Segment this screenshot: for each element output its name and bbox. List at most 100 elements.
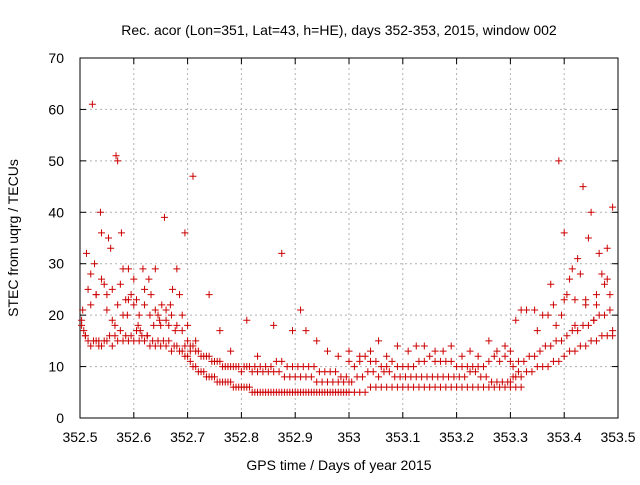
data-point bbox=[348, 378, 356, 386]
data-point bbox=[186, 357, 194, 365]
data-point bbox=[528, 368, 536, 376]
data-point bbox=[114, 157, 122, 165]
data-point bbox=[267, 363, 275, 371]
data-point bbox=[167, 311, 175, 319]
data-point bbox=[560, 352, 568, 360]
data-point bbox=[447, 357, 455, 365]
data-point bbox=[297, 306, 305, 314]
y-tick-label: 20 bbox=[48, 307, 64, 323]
data-point bbox=[367, 347, 375, 355]
data-point bbox=[485, 337, 493, 345]
data-point bbox=[173, 265, 181, 273]
data-point bbox=[147, 291, 155, 299]
data-point bbox=[111, 332, 119, 340]
data-point bbox=[98, 342, 106, 350]
data-point bbox=[173, 321, 181, 329]
data-point bbox=[601, 280, 609, 288]
data-point bbox=[334, 352, 342, 360]
data-point bbox=[108, 342, 116, 350]
data-point bbox=[404, 347, 412, 355]
data-point bbox=[91, 260, 99, 268]
data-point bbox=[420, 357, 428, 365]
data-series bbox=[512, 157, 617, 329]
data-point bbox=[552, 321, 560, 329]
data-point bbox=[412, 342, 420, 350]
data-point bbox=[603, 244, 611, 252]
data-point bbox=[558, 311, 566, 319]
data-point bbox=[278, 249, 286, 257]
data-series bbox=[533, 275, 617, 335]
data-point bbox=[501, 352, 509, 360]
data-point bbox=[154, 311, 162, 319]
data-point bbox=[96, 208, 104, 216]
data-series bbox=[506, 332, 617, 386]
data-point bbox=[107, 244, 115, 252]
data-point bbox=[496, 357, 504, 365]
data-point bbox=[173, 342, 181, 350]
data-point bbox=[178, 311, 186, 319]
data-point bbox=[143, 332, 151, 340]
data-point bbox=[184, 337, 192, 345]
data-point bbox=[127, 332, 135, 340]
data-point bbox=[134, 321, 142, 329]
data-point bbox=[158, 301, 166, 309]
data-point bbox=[560, 229, 568, 237]
y-tick-label: 60 bbox=[48, 101, 64, 117]
data-point bbox=[485, 357, 493, 365]
data-point bbox=[150, 321, 158, 329]
data-point bbox=[178, 327, 186, 335]
data-point bbox=[514, 368, 522, 376]
data-point bbox=[130, 301, 138, 309]
y-axis-label: STEC from uqrg / TECUs bbox=[5, 159, 21, 317]
data-point bbox=[82, 249, 90, 257]
data-point bbox=[480, 363, 487, 371]
data-point bbox=[536, 347, 544, 355]
x-tick-label: 352.7 bbox=[170, 429, 205, 445]
data-point bbox=[375, 337, 383, 345]
data-point bbox=[243, 316, 251, 324]
data-point bbox=[162, 306, 170, 314]
data-point bbox=[141, 301, 149, 309]
data-point bbox=[345, 347, 353, 355]
data-point bbox=[184, 321, 192, 329]
data-point bbox=[216, 327, 224, 335]
data-point bbox=[509, 363, 517, 371]
data-point bbox=[506, 347, 514, 355]
data-series bbox=[345, 383, 525, 396]
data-point bbox=[245, 383, 253, 391]
data-series bbox=[345, 337, 514, 360]
data-point bbox=[98, 275, 106, 283]
data-point bbox=[385, 368, 393, 376]
data-point bbox=[531, 306, 539, 314]
data-point bbox=[571, 321, 579, 329]
data-point bbox=[124, 296, 132, 304]
data-point bbox=[555, 157, 563, 165]
data-point bbox=[582, 342, 590, 350]
data-point bbox=[592, 291, 600, 299]
data-point bbox=[105, 234, 113, 242]
data-point bbox=[87, 301, 95, 309]
data-point bbox=[523, 306, 531, 314]
data-point bbox=[289, 327, 297, 335]
data-point bbox=[192, 347, 200, 355]
data-point bbox=[598, 270, 606, 278]
data-point bbox=[202, 352, 210, 360]
data-point bbox=[323, 347, 331, 355]
data-point bbox=[103, 337, 111, 345]
data-point bbox=[227, 347, 235, 355]
data-point bbox=[576, 270, 584, 278]
data-point bbox=[192, 363, 200, 371]
data-point bbox=[146, 311, 154, 319]
data-point bbox=[186, 342, 194, 350]
data-point bbox=[162, 342, 170, 350]
data-point bbox=[166, 301, 174, 309]
chart-title: Rec. acor (Lon=351, Lat=43, h=HE), days … bbox=[121, 22, 557, 38]
data-point bbox=[79, 306, 87, 314]
data-point bbox=[579, 183, 587, 191]
data-point bbox=[471, 368, 479, 376]
data-point bbox=[145, 275, 153, 283]
x-tick-label: 353 bbox=[337, 429, 361, 445]
data-point bbox=[213, 357, 221, 365]
data-point bbox=[275, 368, 283, 376]
